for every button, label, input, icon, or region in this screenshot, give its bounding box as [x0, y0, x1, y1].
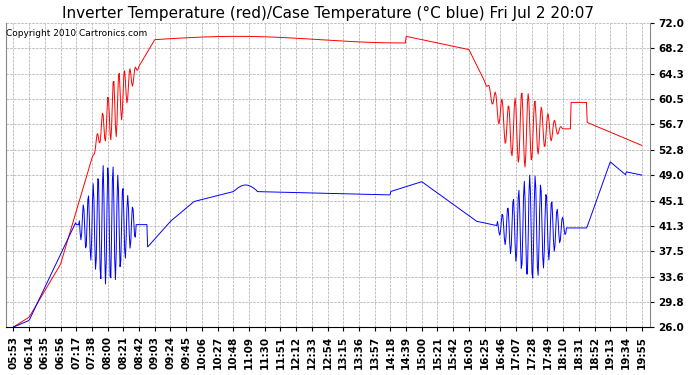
Text: Copyright 2010 Cartronics.com: Copyright 2010 Cartronics.com: [6, 29, 148, 38]
Title: Inverter Temperature (red)/Case Temperature (°C blue) Fri Jul 2 20:07: Inverter Temperature (red)/Case Temperat…: [61, 6, 593, 21]
